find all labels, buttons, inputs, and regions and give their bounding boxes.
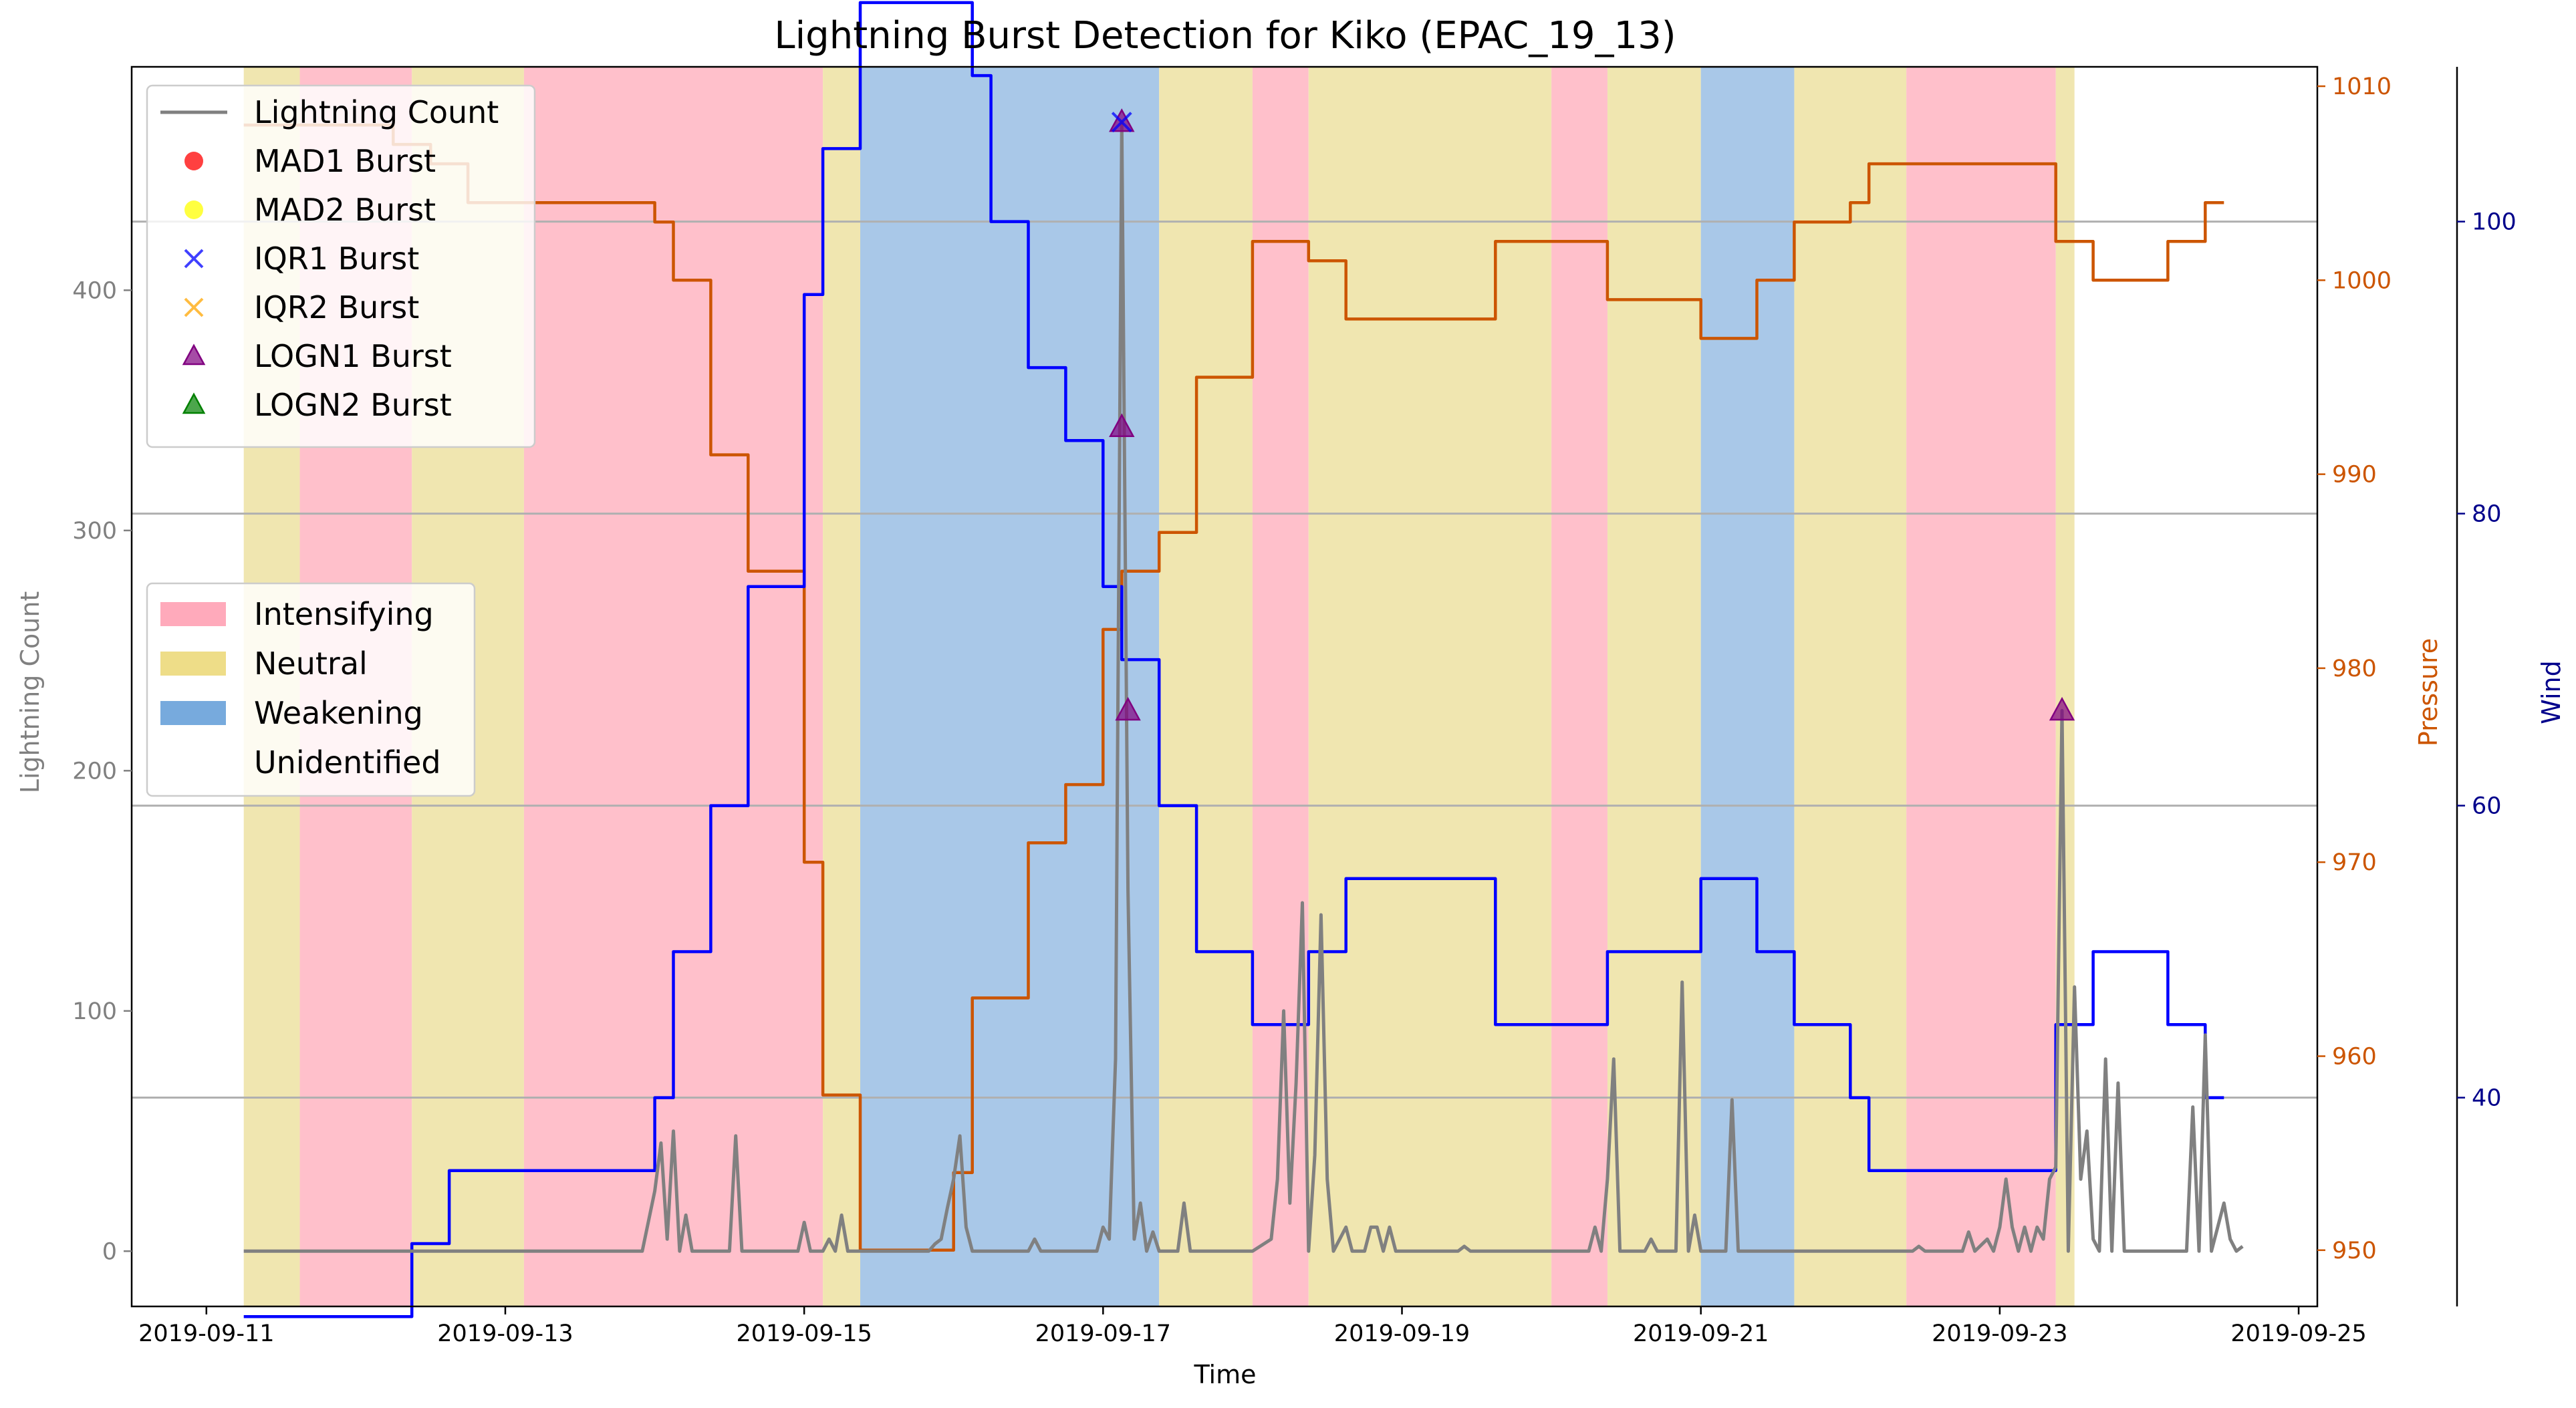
- y-left-tick-label: 400: [72, 277, 117, 304]
- legend-marker-label: MAD2 Burst: [254, 192, 436, 228]
- legend-phase-swatch: [160, 602, 226, 626]
- legend-phase-swatch: [160, 701, 226, 725]
- iqr1-burst-marker: [1111, 112, 1132, 133]
- y-wind-tick-label: 60: [2472, 793, 2502, 820]
- legend-phase-swatch: [160, 652, 226, 676]
- x-axis-label: Time: [1194, 1360, 1257, 1389]
- y-pressure-tick-label: 950: [2332, 1238, 2377, 1264]
- legend-marker-label: IQR2 Burst: [254, 289, 419, 325]
- phase-band-neutral: [823, 67, 860, 1306]
- x-tick-label: 2019-09-17: [1035, 1320, 1171, 1347]
- legend-phase-label: Intensifying: [254, 596, 434, 632]
- axes: 2019-09-11 2019-09-13 2019-09-15 2019-09-17…: [72, 65, 2517, 1347]
- legend-phase-label: Weakening: [254, 695, 423, 731]
- pressure-line: [243, 123, 2224, 1252]
- legend-phase-swatch: [160, 750, 226, 775]
- logn1-burst-marker: [2049, 696, 2075, 721]
- legend-markers: Lightning Count MAD1 Burst MAD2 Burst IQR1 …: [146, 84, 536, 448]
- legend-triangle-marker: [182, 392, 206, 414]
- x-tick-label: 2019-09-21: [1633, 1320, 1769, 1347]
- y-left-tick-label: 100: [72, 998, 117, 1025]
- wind-line: [243, 1, 2224, 1318]
- plot-frame: [130, 65, 2319, 1308]
- lightning-count-line: [243, 120, 2244, 1253]
- y-pressure-tick-label: 1010: [2332, 74, 2392, 100]
- phase-band-neutral: [1794, 67, 1907, 1306]
- series-lines: [243, 1, 2244, 1318]
- legend-markers-box: [146, 84, 536, 448]
- y-left-tick-label: 0: [102, 1238, 117, 1265]
- y-wind-tick-label: 80: [2472, 501, 2502, 528]
- legend-circle-marker: [184, 152, 203, 170]
- legend-circle-marker: [184, 200, 203, 219]
- legend-x-marker: [184, 297, 204, 317]
- y-axis-label-lightning: Lightning Count: [15, 591, 45, 794]
- legend-phase-label: Unidentified: [254, 744, 441, 781]
- y-axis-label-pressure: Pressure: [2414, 638, 2443, 746]
- y-wind-tick-label: 100: [2472, 209, 2517, 236]
- legend-triangle-marker: [182, 343, 206, 366]
- legend-x-marker: [184, 249, 204, 269]
- y-axis-label-wind: Wind: [2537, 660, 2566, 724]
- x-tick-label: 2019-09-11: [138, 1320, 274, 1347]
- x-tick-label: 2019-09-23: [1932, 1320, 2067, 1347]
- x-tick-label: 2019-09-19: [1334, 1320, 1470, 1347]
- phase-band-weakening: [1700, 67, 1795, 1306]
- logn1-burst-marker: [1115, 696, 1141, 721]
- x-tick-label: 2019-09-15: [736, 1320, 872, 1347]
- legend-marker-label: MAD1 Burst: [254, 143, 436, 179]
- phase-band-intensifying: [1906, 67, 2056, 1306]
- chart-title: Lightning Burst Detection for Kiko (EPAC…: [774, 14, 1676, 57]
- x-tick-label: 2019-09-13: [437, 1320, 573, 1347]
- phase-band-neutral: [1159, 67, 1253, 1306]
- legend-marker-label: LOGN2 Burst: [254, 387, 452, 423]
- legend-marker-label: LOGN1 Burst: [254, 338, 452, 374]
- legend-marker-label: Lightning Count: [254, 94, 499, 130]
- y-left-tick-label: 300: [72, 518, 117, 545]
- legend-phases: Intensifying Neutral Weakening Unidentified: [146, 582, 476, 797]
- y-pressure-tick-label: 960: [2332, 1044, 2377, 1071]
- legend-marker-label: IQR1 Burst: [254, 241, 419, 277]
- y-pressure-tick-label: 1000: [2332, 267, 2392, 294]
- y-pressure-tick-label: 990: [2332, 462, 2377, 488]
- burst-markers: [1109, 108, 2075, 721]
- y-wind-tick-label: 40: [2472, 1085, 2502, 1112]
- legend-phase-label: Neutral: [254, 646, 368, 682]
- legend-phases-box: [146, 582, 476, 797]
- phase-band-intensifying: [1551, 67, 1607, 1306]
- x-tick-label: 2019-09-25: [2230, 1320, 2366, 1347]
- logn1-burst-marker: [1109, 413, 1135, 437]
- y-pressure-tick-label: 980: [2332, 656, 2377, 682]
- phase-band-neutral: [1308, 67, 1552, 1306]
- y-pressure-tick-label: 970: [2332, 849, 2377, 876]
- phase-band-weakening: [860, 67, 1160, 1306]
- y-left-tick-label: 200: [72, 758, 117, 785]
